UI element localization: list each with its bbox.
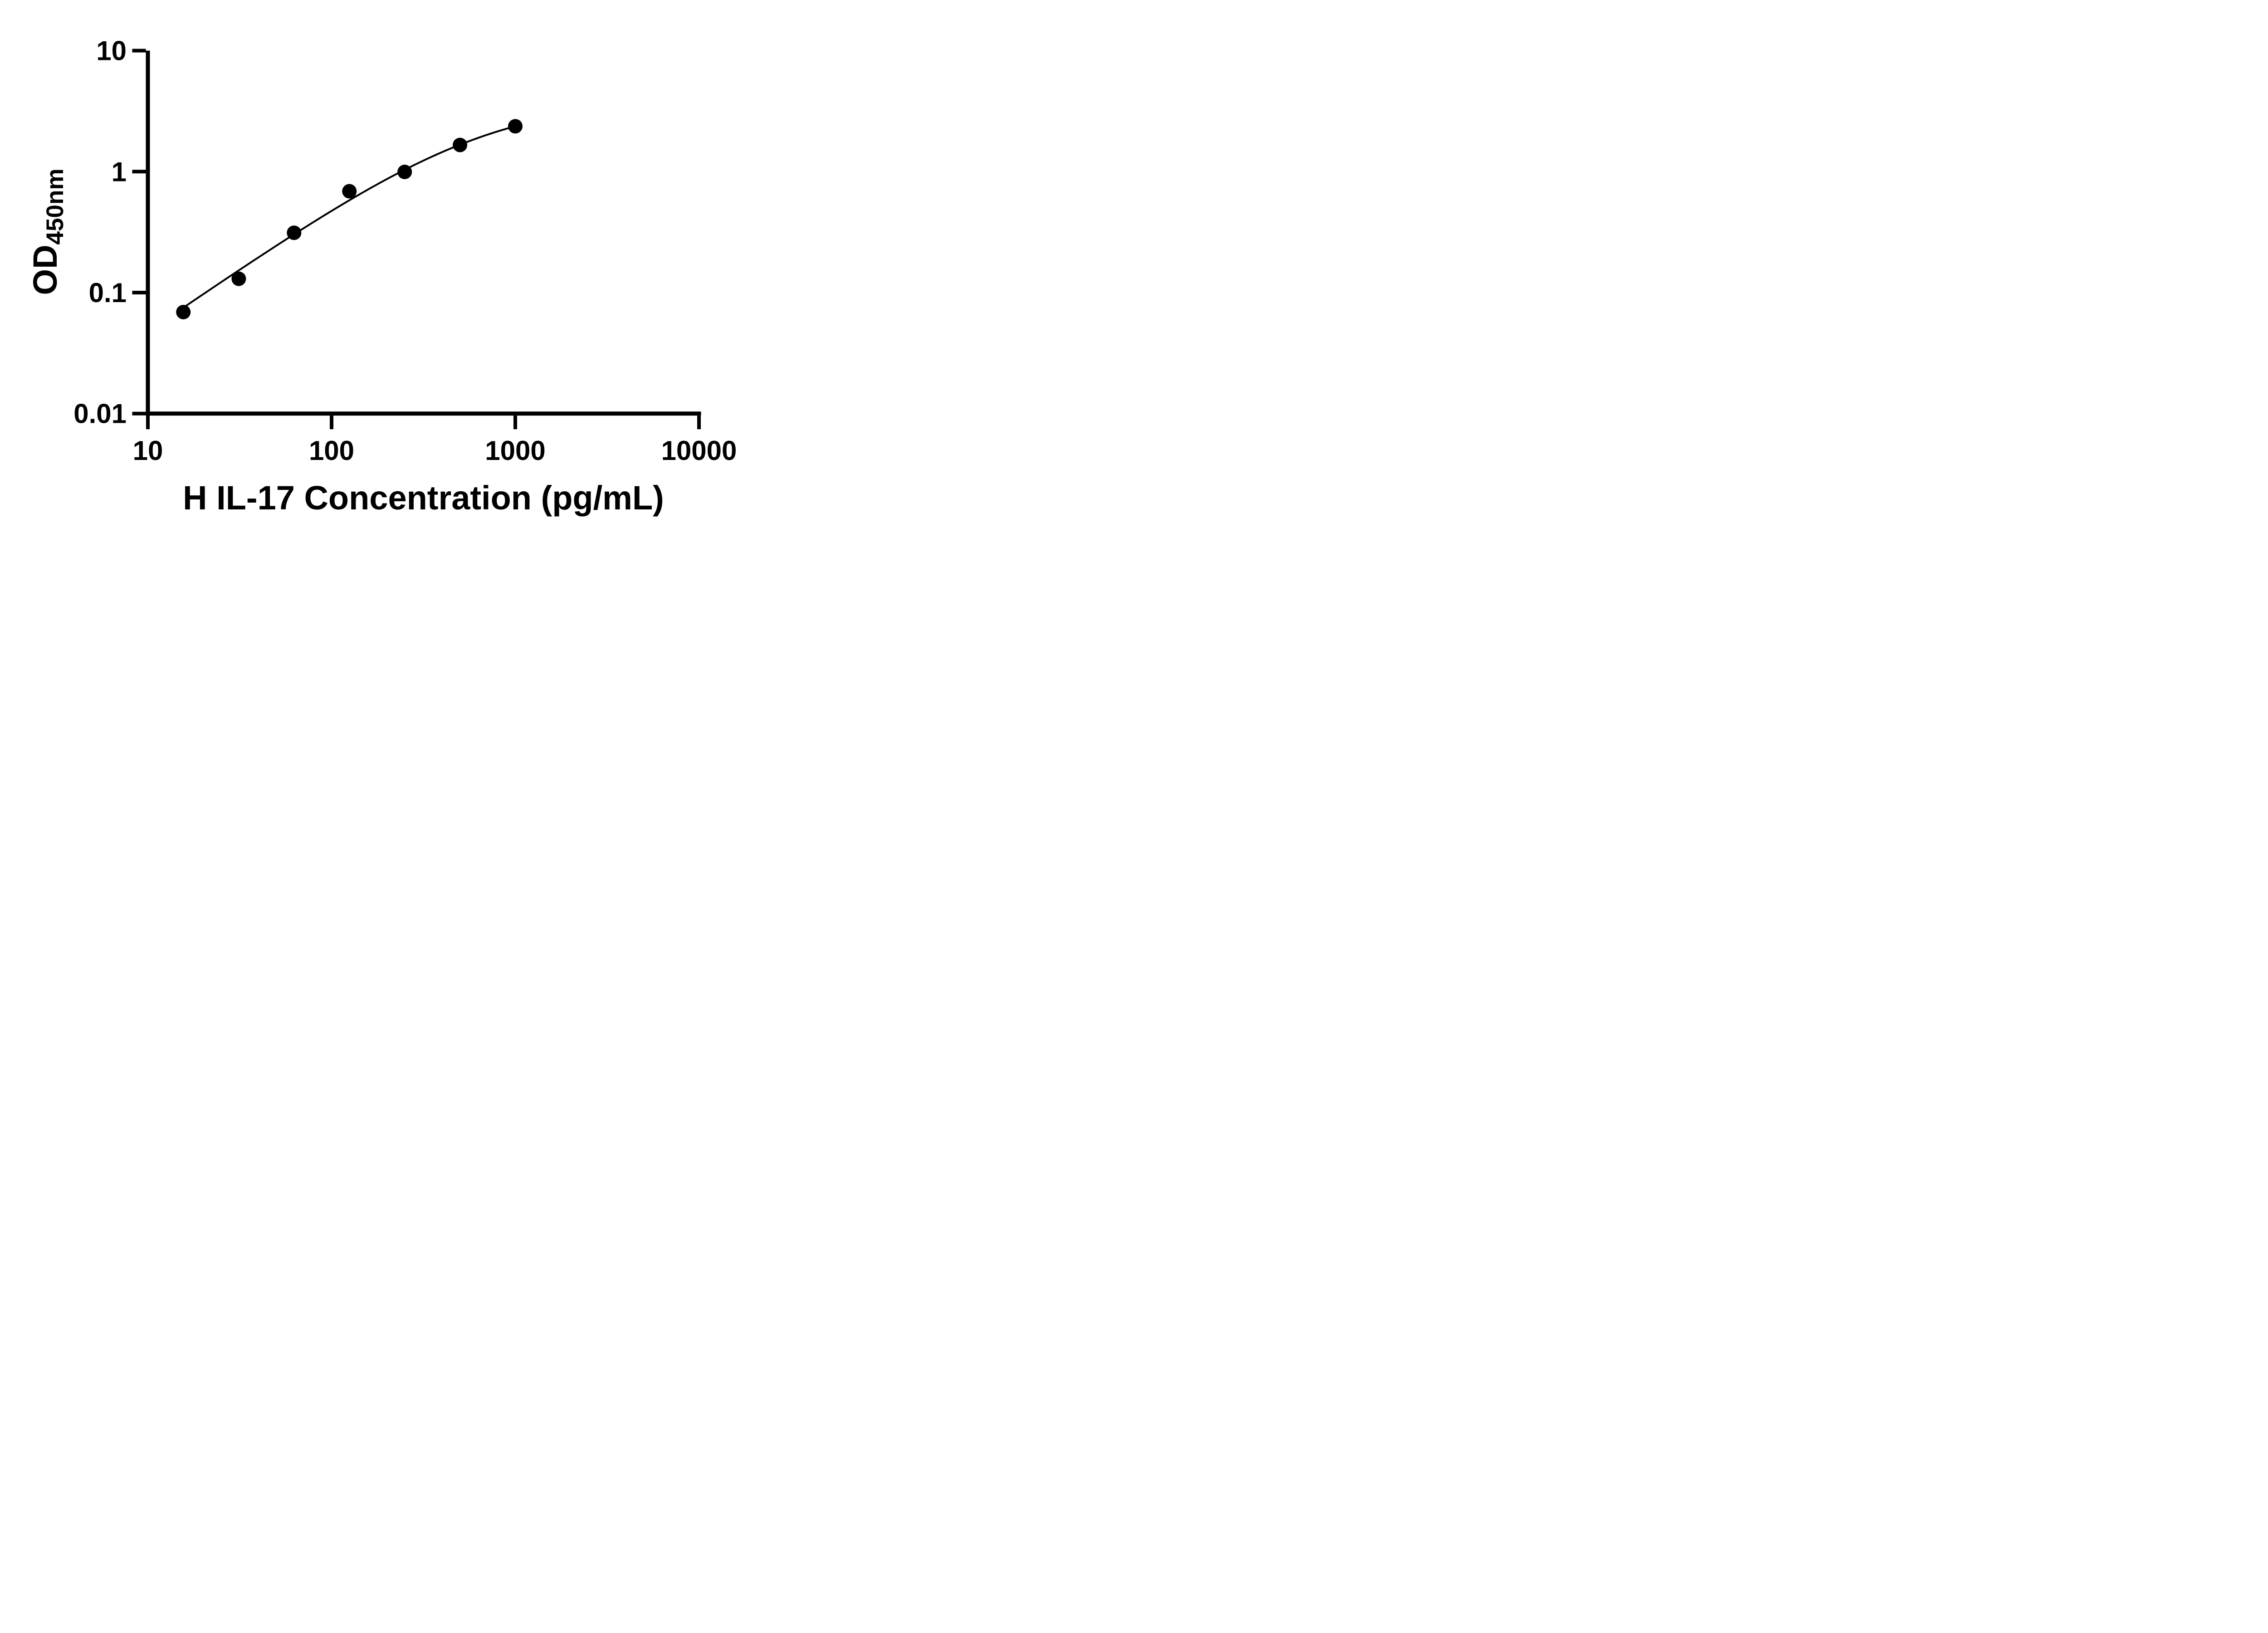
y-tick-label: 0.01 — [73, 399, 127, 429]
x-axis-title: H IL-17 Concentration (pg/mL) — [183, 479, 664, 517]
x-tick-label: 10 — [133, 435, 163, 466]
y-tick-label: 0.1 — [89, 278, 127, 308]
data-point — [453, 137, 468, 152]
y-axis-title-subscript: 450nm — [42, 169, 68, 245]
y-tick-label: 1 — [112, 156, 127, 187]
data-point — [231, 271, 246, 286]
y-tick-label: 10 — [96, 36, 127, 66]
x-tick-label: 100 — [309, 435, 354, 466]
data-point — [508, 119, 523, 134]
data-point — [176, 304, 191, 319]
x-tick-label: 1000 — [485, 435, 545, 466]
y-axis-title: OD450nm — [26, 169, 68, 295]
y-axis-title-main: OD — [26, 244, 64, 295]
data-point — [397, 165, 412, 179]
data-point — [287, 225, 302, 240]
data-point — [342, 184, 357, 199]
x-tick-label: 10000 — [661, 435, 737, 466]
standard-curve-chart: 0.01 0.1 1 10 10 100 1000 10000 H IL-17 Concent… — [26, 36, 737, 517]
elisa-standard-curve-figure: 0.01 0.1 1 10 10 100 1000 10000 H IL-17 Concent… — [0, 0, 776, 544]
